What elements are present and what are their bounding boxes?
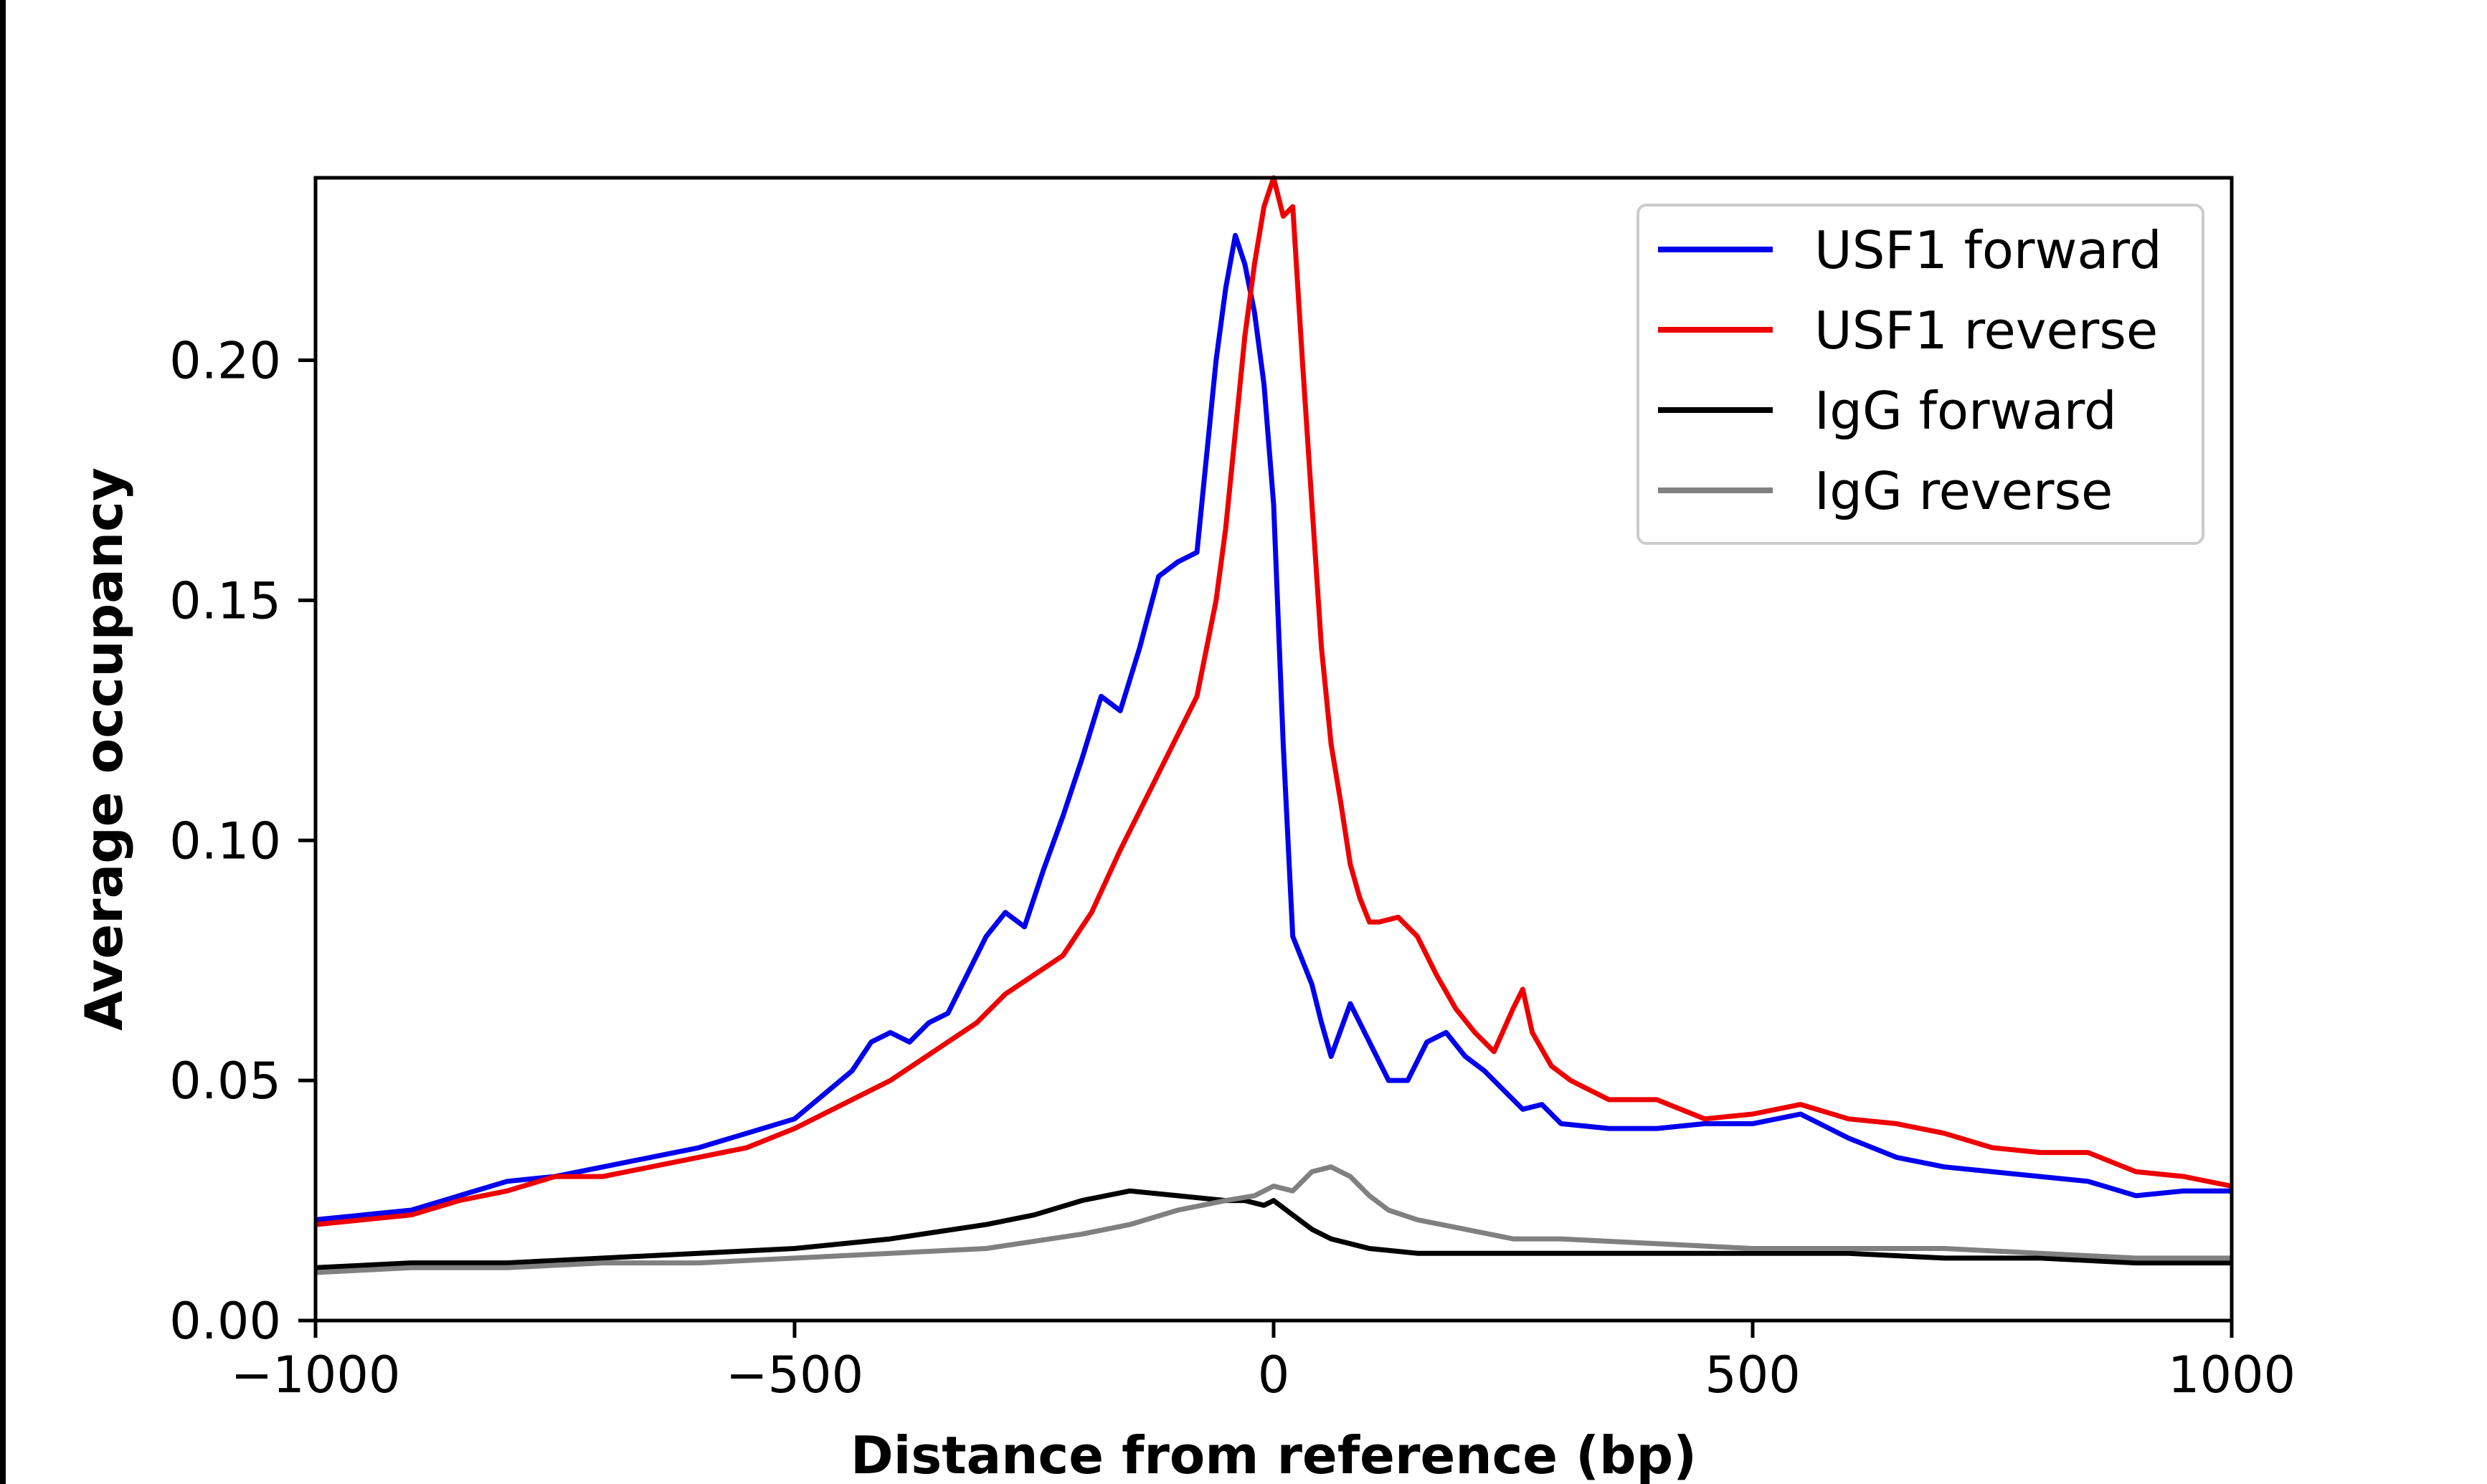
x-tick-label: −1000 [231,1346,401,1404]
x-axis-ticks: −1000 −500 0 500 1000 [231,1321,2296,1404]
legend-label-3: IgG forward [1814,381,2117,441]
series-line-4 [315,1164,2232,1275]
x-tick-label: 0 [1258,1346,1290,1404]
series-line-3 [315,1188,2232,1270]
y-axis-ticks: 0.00 0.05 0.10 0.15 0.20 [169,332,316,1351]
left-frame-edge [0,0,6,1484]
y-tick-label: 0.00 [169,1292,281,1351]
series-layer [315,175,2232,1275]
y-tick-label: 0.10 [169,812,281,870]
x-tick-label: 500 [1705,1346,1801,1404]
legend-box [1636,204,2204,545]
series-line-2 [315,175,2232,1227]
legend-entries: USF1 forward USF1 reverse IgG forward IgG r… [1658,220,2162,521]
legend-label-4: IgG reverse [1814,461,2113,521]
y-axis-title: Average occupancy [74,467,134,1031]
legend: USF1 forward USF1 reverse IgG forward IgG r… [1636,204,2204,545]
x-tick-label: −500 [726,1346,863,1404]
y-tick-label: 0.15 [169,571,281,630]
x-tick-label: 1000 [2168,1346,2296,1404]
x-axis-title: Distance from reference (bp) [851,1425,1697,1484]
y-tick-label: 0.20 [169,332,281,391]
y-tick-label: 0.05 [169,1052,281,1110]
legend-label-2: USF1 reverse [1814,300,2158,361]
legend-label-1: USF1 forward [1814,220,2162,280]
